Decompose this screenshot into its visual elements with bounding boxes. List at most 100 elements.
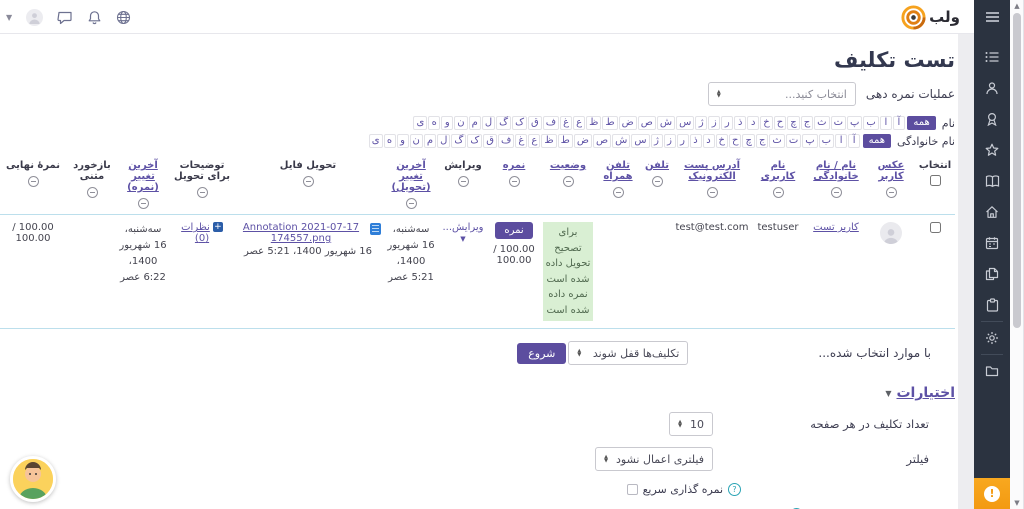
- letter-filter[interactable]: ذ: [689, 134, 702, 148]
- sort-last-modified-submission[interactable]: آخرین تغییر (تحویل): [391, 160, 431, 193]
- bulk-action-select[interactable]: تکلیف‌ها قفل شوند ▲ ▼: [568, 341, 689, 365]
- competencies-star-icon[interactable]: [984, 142, 1000, 158]
- collapse-column-icon[interactable]: [651, 176, 663, 187]
- scroll-up-arrow[interactable]: ▲: [1014, 2, 1020, 10]
- letter-filter[interactable]: و: [441, 116, 454, 130]
- collapse-column-icon[interactable]: [562, 176, 574, 187]
- letter-filter[interactable]: ث: [814, 116, 830, 130]
- letter-filter[interactable]: م: [468, 116, 481, 130]
- letter-filter[interactable]: ن: [454, 116, 468, 130]
- letter-filter[interactable]: ض: [573, 134, 592, 148]
- letter-filter[interactable]: ذ: [734, 116, 747, 130]
- grades-book-icon[interactable]: [984, 173, 1000, 189]
- letter-filter[interactable]: ص: [637, 116, 656, 130]
- letter-filter[interactable]: ز: [708, 116, 721, 130]
- letter-filter[interactable]: غ: [515, 134, 528, 148]
- help-support-button[interactable]: !: [974, 478, 1010, 509]
- sort-mobile[interactable]: تلفن همراه: [603, 160, 633, 182]
- letter-filter[interactable]: ه: [383, 134, 396, 148]
- letter-filter[interactable]: ت: [785, 134, 802, 148]
- letter-filter[interactable]: خ: [715, 134, 728, 148]
- letter-filter[interactable]: س: [631, 134, 650, 148]
- letter-filter[interactable]: چ: [742, 134, 755, 148]
- notifications-icon[interactable]: [87, 10, 102, 25]
- letter-filter[interactable]: ا: [879, 116, 892, 130]
- letter-filter[interactable]: ح: [729, 134, 742, 148]
- file-link[interactable]: Annotation 2021-07-17 174557.png: [242, 222, 360, 244]
- letter-filter[interactable]: ی: [413, 116, 428, 130]
- go-button[interactable]: شروع: [517, 342, 567, 364]
- letter-filter[interactable]: ظ: [541, 134, 557, 148]
- letter-filter[interactable]: ل: [481, 116, 496, 130]
- course-sections-list-icon[interactable]: [984, 49, 1000, 65]
- select-all-checkbox[interactable]: [929, 175, 941, 186]
- letter-filter[interactable]: ح: [773, 116, 787, 130]
- letter-filter[interactable]: د: [702, 134, 715, 148]
- collapse-column-icon[interactable]: [27, 176, 39, 187]
- letter-filter[interactable]: ق: [483, 134, 498, 148]
- collapse-column-icon[interactable]: [706, 187, 718, 198]
- letter-filter[interactable]: ج: [755, 134, 769, 148]
- letter-filter[interactable]: گ: [451, 134, 467, 148]
- letter-filter[interactable]: ژ: [695, 116, 708, 130]
- collapse-column-icon[interactable]: [302, 176, 314, 187]
- letter-filter[interactable]: د: [747, 116, 760, 130]
- collapse-column-icon[interactable]: [405, 198, 417, 209]
- letter-filter[interactable]: ک: [512, 116, 528, 130]
- letter-filter[interactable]: ه: [428, 116, 441, 130]
- letter-filter[interactable]: ر: [676, 134, 689, 148]
- participants-icon[interactable]: [984, 80, 1000, 96]
- sort-grade[interactable]: نمره: [502, 160, 526, 171]
- letter-filter[interactable]: م: [423, 134, 437, 148]
- scrollbar-thumb[interactable]: [1013, 13, 1021, 328]
- letter-filter[interactable]: ر: [721, 116, 734, 130]
- collapse-column-icon[interactable]: [457, 176, 469, 187]
- letter-filter[interactable]: س: [676, 116, 695, 130]
- per-page-select[interactable]: 10 ▲ ▼: [669, 412, 713, 436]
- row-select-checkbox[interactable]: [929, 222, 941, 233]
- letter-filter[interactable]: ژ: [650, 134, 663, 148]
- letter-filter[interactable]: ع: [573, 116, 586, 130]
- filter-select[interactable]: فیلتری اعمال نشود ▲ ▼: [595, 447, 713, 471]
- student-name-link[interactable]: کاربر تست: [813, 222, 859, 233]
- quick-grading-checkbox[interactable]: [626, 484, 638, 495]
- collapse-column-icon[interactable]: [612, 187, 624, 198]
- user-avatar[interactable]: [26, 8, 44, 26]
- letter-filter[interactable]: ت: [830, 116, 846, 130]
- letter-filter[interactable]: چ: [787, 116, 800, 130]
- letter-filter[interactable]: ی: [368, 134, 383, 148]
- letter-filter[interactable]: پ: [802, 134, 818, 148]
- letter-filter[interactable]: ث: [769, 134, 785, 148]
- collapse-column-icon[interactable]: [508, 176, 520, 187]
- letter-filter[interactable]: ج: [800, 116, 814, 130]
- sort-name[interactable]: نام / نام خانوادگی: [813, 160, 859, 182]
- sort-last-modified-grade[interactable]: آخرین تغییر (نمره): [127, 160, 159, 193]
- comments-count[interactable]: (0): [194, 233, 210, 244]
- collapse-column-icon[interactable]: [137, 198, 149, 209]
- letter-filter[interactable]: خ: [760, 116, 773, 130]
- user-menu-caret-icon[interactable]: ▼: [6, 12, 13, 22]
- collapse-column-icon[interactable]: [86, 187, 98, 198]
- letter-filter[interactable]: آ: [848, 134, 861, 148]
- letter-filter[interactable]: ط: [557, 134, 573, 148]
- collapse-column-icon[interactable]: [196, 187, 208, 198]
- letter-filter[interactable]: ن: [409, 134, 423, 148]
- language-globe-icon[interactable]: [116, 10, 131, 25]
- letter-filter[interactable]: ک: [467, 134, 483, 148]
- site-logo[interactable]: ولب: [900, 3, 960, 31]
- letter-filter[interactable]: ا: [835, 134, 848, 148]
- grading-action-select[interactable]: انتخاب کنید... ▲ ▼: [707, 82, 856, 106]
- collapse-column-icon[interactable]: [885, 187, 897, 198]
- letter-filter[interactable]: ب: [818, 134, 835, 148]
- lastname-all-chip[interactable]: همه: [862, 134, 892, 148]
- sort-status[interactable]: وضعیت: [549, 160, 587, 171]
- letter-filter[interactable]: ش: [656, 116, 676, 130]
- letter-filter[interactable]: ب: [863, 116, 879, 130]
- student-avatar[interactable]: [880, 222, 902, 244]
- support-chat-avatar[interactable]: [10, 456, 56, 502]
- sort-email[interactable]: آدرس پست الکترونیک: [683, 160, 741, 182]
- scroll-down-arrow[interactable]: ▼: [1014, 499, 1020, 507]
- home-icon[interactable]: [984, 204, 1000, 220]
- letter-filter[interactable]: ع: [528, 134, 541, 148]
- collapse-column-icon[interactable]: [830, 187, 842, 198]
